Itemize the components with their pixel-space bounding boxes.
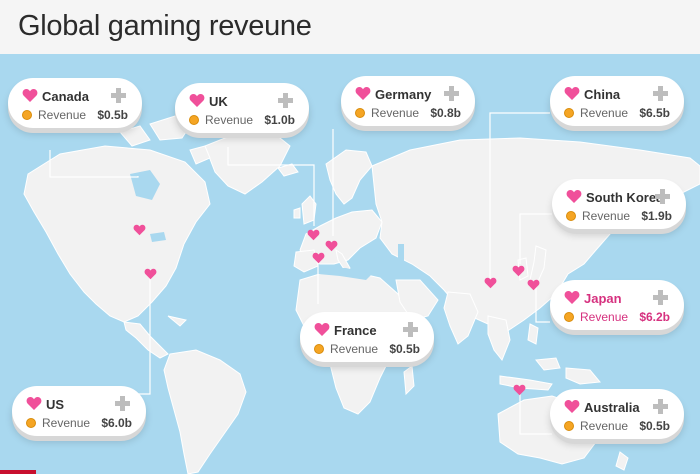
revenue-value: $6.2b [639,310,670,324]
heart-icon [564,400,580,413]
card-australia[interactable]: Australia Revenue $0.5b [550,389,684,439]
card-japan[interactable]: Japan Revenue $6.2b [550,280,684,330]
world-map: Canada Revenue $0.5b UK Revenue $1.0b Ge… [0,54,700,474]
revenue-value: $0.5b [389,342,420,356]
revenue-value: $0.5b [639,419,670,433]
country-name: Australia [584,400,640,415]
heart-icon [564,291,580,304]
brand-accent-bar [0,470,36,474]
coin-icon [26,418,36,428]
revenue-value: $6.5b [639,106,670,120]
coin-icon [189,115,199,125]
header: Global gaming reveune [0,0,700,54]
plus-icon[interactable] [653,290,668,305]
country-name: US [46,397,65,412]
revenue-label: Revenue [580,419,629,433]
revenue-value: $1.9b [641,209,672,223]
coin-icon [314,344,324,354]
plus-icon[interactable] [444,86,459,101]
coin-icon [564,421,574,431]
heart-icon[interactable] [484,277,497,289]
card-germany[interactable]: Germany Revenue $0.8b [341,76,475,126]
revenue-label: Revenue [42,416,91,430]
heart-icon[interactable] [513,384,526,396]
country-name: Canada [42,89,89,104]
plus-icon[interactable] [115,396,130,411]
card-canada[interactable]: Canada Revenue $0.5b [8,78,142,128]
heart-icon [355,87,371,100]
revenue-value: $0.5b [97,108,128,122]
country-name: China [584,87,621,102]
heart-icon[interactable] [312,252,325,264]
card-south-korea[interactable]: South Korea Revenue $1.9b [552,179,686,229]
heart-icon [22,89,38,102]
heart-icon [26,397,42,410]
heart-icon[interactable] [527,279,540,291]
plus-icon[interactable] [653,399,668,414]
revenue-label: Revenue [371,106,420,120]
coin-icon [564,108,574,118]
heart-icon [566,190,582,203]
card-france[interactable]: France Revenue $0.5b [300,312,434,362]
plus-icon[interactable] [111,88,126,103]
country-name: Japan [584,291,622,306]
heart-icon [564,87,580,100]
heart-icon[interactable] [144,268,157,280]
revenue-label: Revenue [580,310,629,324]
coin-icon [22,110,32,120]
revenue-label: Revenue [205,113,254,127]
card-uk[interactable]: UK Revenue $1.0b [175,83,309,133]
revenue-label: Revenue [330,342,379,356]
card-us[interactable]: US Revenue $6.0b [12,386,146,436]
heart-icon[interactable] [133,224,146,236]
country-name: South Korea [586,190,664,205]
revenue-value: $6.0b [101,416,132,430]
plus-icon[interactable] [403,322,418,337]
country-name: UK [209,94,228,109]
country-name: Germany [375,87,432,102]
card-china[interactable]: China Revenue $6.5b [550,76,684,126]
country-name: France [334,323,377,338]
heart-icon[interactable] [512,265,525,277]
plus-icon[interactable] [655,189,670,204]
revenue-label: Revenue [38,108,87,122]
revenue-value: $0.8b [430,106,461,120]
coin-icon [566,211,576,221]
coin-icon [355,108,365,118]
revenue-label: Revenue [582,209,631,223]
coin-icon [564,312,574,322]
heart-icon [314,323,330,336]
heart-icon[interactable] [307,229,320,241]
plus-icon[interactable] [653,86,668,101]
page-title: Global gaming reveune [18,10,312,42]
heart-icon[interactable] [325,240,338,252]
heart-icon [189,94,205,107]
plus-icon[interactable] [278,93,293,108]
revenue-value: $1.0b [264,113,295,127]
revenue-label: Revenue [580,106,629,120]
